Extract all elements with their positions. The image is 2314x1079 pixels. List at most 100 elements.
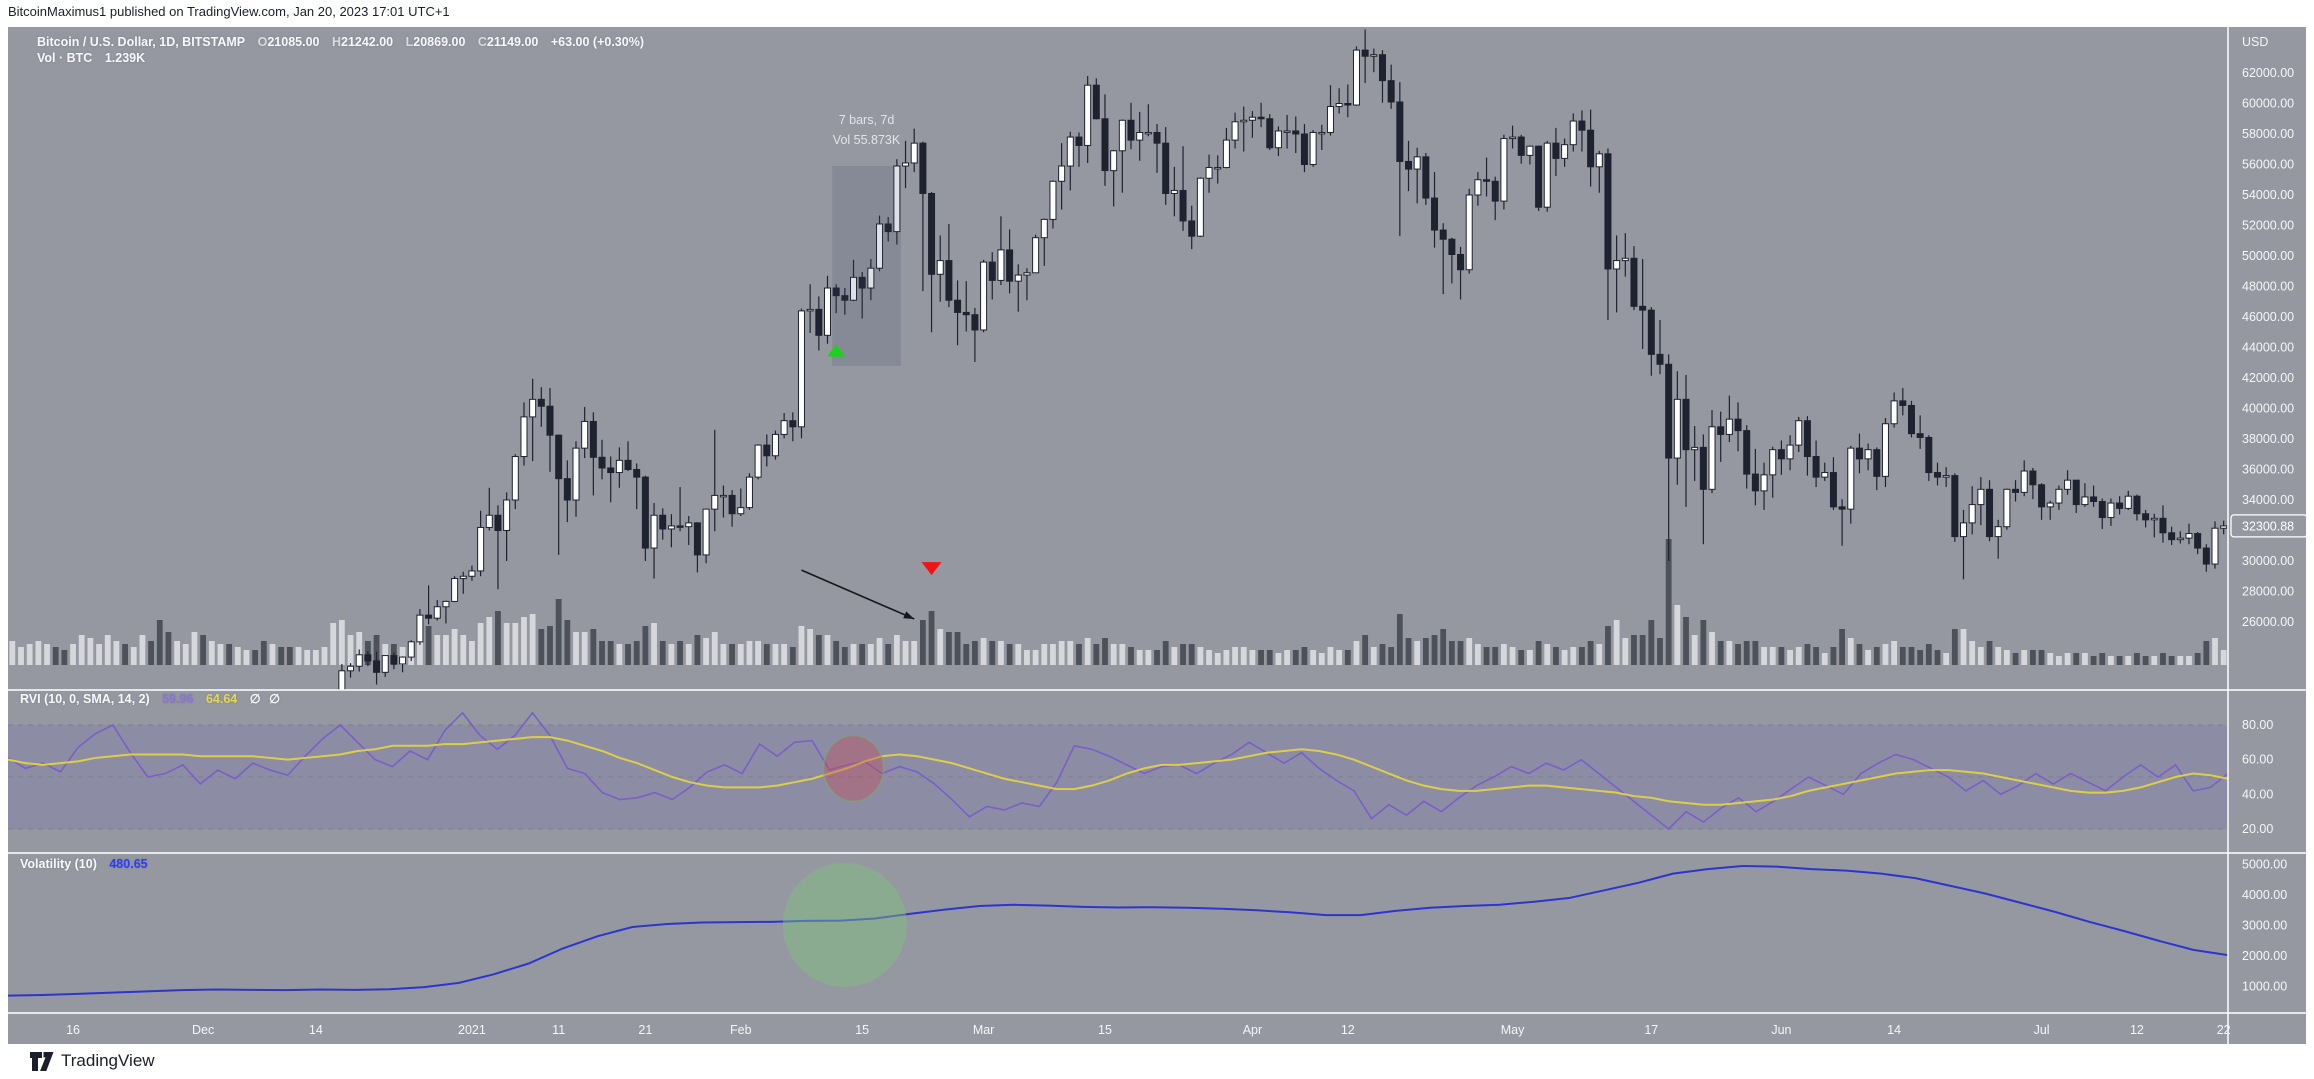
candle-body <box>1170 189 1178 194</box>
volume-bar <box>278 647 285 665</box>
candle-body <box>1881 423 1889 477</box>
chart-canvas[interactable]: 7 bars, 7d Vol 55.873K USD 62000.00 60000.00… <box>8 27 2306 1044</box>
buy-marker-icon[interactable] <box>827 344 846 357</box>
measure-box[interactable] <box>832 166 901 366</box>
volume-bar <box>651 623 657 665</box>
time-axis-label: 21 <box>638 1023 652 1037</box>
candle-body <box>1448 238 1456 255</box>
price-axis-label: 54000.00 <box>2242 188 2294 202</box>
candle-body <box>1812 456 1820 478</box>
candle-body <box>381 655 389 673</box>
volatility-pane[interactable] <box>8 862 2228 997</box>
volume-bar <box>1240 647 1247 665</box>
sell-marker-icon[interactable] <box>921 562 942 576</box>
candle-body <box>1561 144 1569 159</box>
volume-bar <box>1249 650 1256 665</box>
candle-body <box>546 405 554 436</box>
candle-body <box>962 311 970 316</box>
price-axis[interactable]: USD 62000.00 60000.00 58000.00 56000.00 54000… <box>2230 35 2306 994</box>
candle-body <box>529 398 537 418</box>
rvi-empty-set-2: ∅ <box>269 692 280 706</box>
volume-bar <box>2099 653 2106 665</box>
volume-bar <box>1804 644 1811 665</box>
volume-bar <box>1301 647 1308 665</box>
price-axis-label: 60000.00 <box>2242 97 2294 111</box>
volume-bar <box>443 635 449 665</box>
volume-bar <box>555 599 562 665</box>
rvi-axis-label: 40.00 <box>2242 787 2273 801</box>
symbol-legend[interactable]: Bitcoin / U.S. Dollar, 1D, BITSTAMP O210… <box>37 35 644 49</box>
volume-bar <box>1899 647 1906 665</box>
volume-histogram <box>9 539 2227 665</box>
candle-body <box>1032 237 1040 274</box>
candle-body <box>876 223 884 269</box>
candle-series[interactable] <box>9 29 2228 793</box>
candle-body <box>1942 475 1950 478</box>
candle-body <box>1326 106 1334 133</box>
candle-body <box>407 641 415 658</box>
volume-bar <box>1093 644 1100 665</box>
volume-bar <box>616 644 623 665</box>
candle-body <box>988 261 996 281</box>
volatility-value: 480.65 <box>109 857 148 871</box>
volatility-axis-label: 2000.00 <box>2242 949 2287 963</box>
candle-body <box>1760 474 1768 492</box>
symbol-title: Bitcoin / U.S. Dollar, 1D, BITSTAMP <box>37 35 246 49</box>
volume-bar <box>1258 650 1264 665</box>
time-axis[interactable]: 16 Dec 14 2021 11 21 Feb 15 Mar 15 Apr 12 May 17 Jun 14… <box>66 1023 2231 1037</box>
time-axis-label: 12 <box>2130 1023 2144 1037</box>
candle-body <box>1118 119 1126 152</box>
volume-bar <box>1119 644 1126 665</box>
volume-bar <box>789 647 796 665</box>
volume-bar <box>356 632 363 665</box>
volume-bar <box>1969 641 1976 665</box>
price-axis-label: 48000.00 <box>2242 280 2294 294</box>
candle-body <box>511 456 519 501</box>
volume-bar <box>35 641 42 665</box>
candle-body <box>1439 229 1447 240</box>
candle-body <box>1153 131 1161 144</box>
volume-legend[interactable]: Vol · BTC 1.239K <box>37 51 145 65</box>
volatility-line <box>8 865 2228 997</box>
candle-body <box>1361 49 1369 57</box>
volume-bar <box>1214 653 1221 665</box>
volume-bar <box>564 620 571 665</box>
candle-body <box>1855 447 1863 460</box>
candle-body <box>563 478 571 501</box>
candle-body <box>1864 449 1872 460</box>
volatility-legend[interactable]: Volatility (10) 480.65 <box>20 857 148 871</box>
candle-body <box>477 526 485 572</box>
volume-bar <box>1232 647 1238 665</box>
volume-bar <box>928 611 935 665</box>
volume-bar <box>1050 644 1056 665</box>
rvi-legend[interactable]: RVI (10, 0, SMA, 14, 2) 59.96 64.64 ∅ ∅ <box>20 691 280 706</box>
volume-bar <box>763 644 770 665</box>
candle-body <box>1066 136 1074 167</box>
candle-body <box>2220 525 2228 529</box>
volume-bar <box>1882 644 1889 665</box>
volume-bar <box>2151 656 2158 665</box>
candle-body <box>355 654 363 667</box>
candle-body <box>451 578 459 602</box>
rvi-pane[interactable] <box>8 711 2228 831</box>
volume-bar <box>989 641 996 665</box>
candle-body <box>425 614 433 619</box>
volume-bar <box>52 647 59 665</box>
trend-arrow[interactable] <box>801 569 915 620</box>
volume-bar <box>1327 647 1334 665</box>
volume-bar <box>2212 638 2218 665</box>
candle-body <box>771 433 779 457</box>
volume-bar <box>963 644 970 665</box>
volume-bar <box>399 647 406 665</box>
rvi-axis-label: 80.00 <box>2242 718 2273 732</box>
price-axis-label: 28000.00 <box>2242 585 2294 599</box>
volume-bar <box>1223 650 1230 665</box>
time-axis-label: 22 <box>2217 1023 2231 1037</box>
candle-body <box>468 570 476 577</box>
tradingview-logo[interactable]: TradingView <box>30 1051 155 1071</box>
price-axis-label: 40000.00 <box>2242 402 2294 416</box>
volume-bar <box>1553 647 1559 665</box>
candle-body <box>1587 129 1595 168</box>
volume-bar <box>1839 629 1846 665</box>
volume-bar <box>1925 644 1932 665</box>
